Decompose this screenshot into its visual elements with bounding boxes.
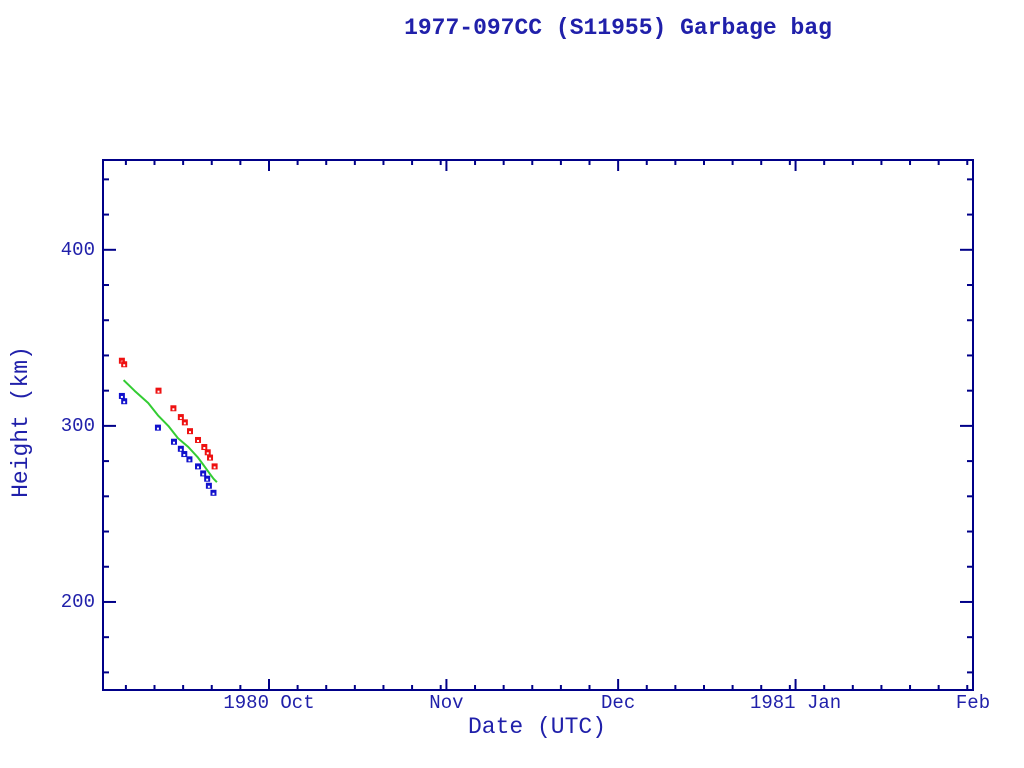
blue-marker-dot <box>212 492 215 495</box>
red-marker-dot <box>197 439 200 442</box>
x-axis-label: Date (UTC) <box>467 714 607 740</box>
blue-marker-dot <box>188 459 191 462</box>
blue-marker-dot <box>207 485 210 488</box>
fit-line <box>122 379 218 483</box>
blue-marker-dot <box>202 473 205 476</box>
red-marker-dot <box>206 452 209 455</box>
red-marker-dot <box>172 408 175 411</box>
x-tick-label: Dec <box>601 692 636 714</box>
red-marker-dot <box>179 417 182 420</box>
x-tick-label: Nov <box>429 692 464 714</box>
blue-marker-dot <box>197 466 200 469</box>
red-marker-dot <box>189 431 191 434</box>
red-marker-dot <box>209 457 212 460</box>
x-tick-label: 1981 Jan <box>749 692 842 714</box>
plot-frame <box>102 159 974 691</box>
y-tick-label: 200 <box>60 590 95 613</box>
red-marker-dot <box>157 390 160 393</box>
x-tick-label: Feb <box>955 692 991 714</box>
blue-marker-dot <box>179 448 182 451</box>
red-marker-dot <box>183 422 186 425</box>
chart-title: 1977-097CC (S11955) Garbage bag <box>404 15 832 41</box>
red-marker-dot <box>123 364 126 367</box>
blue-marker-dot <box>206 478 209 481</box>
y-tick-label: 400 <box>60 238 95 261</box>
blue-marker-dot <box>172 441 175 444</box>
x-tick-label: 1980 Oct <box>223 692 315 714</box>
blue-marker-dot <box>183 454 186 457</box>
y-tick-label: 300 <box>60 414 95 437</box>
blue-marker-dot <box>156 427 159 430</box>
blue-marker-dot <box>123 401 126 404</box>
red-marker-dot <box>213 466 216 469</box>
red-marker-dot <box>203 447 206 450</box>
blue-marker-dot <box>120 395 123 398</box>
